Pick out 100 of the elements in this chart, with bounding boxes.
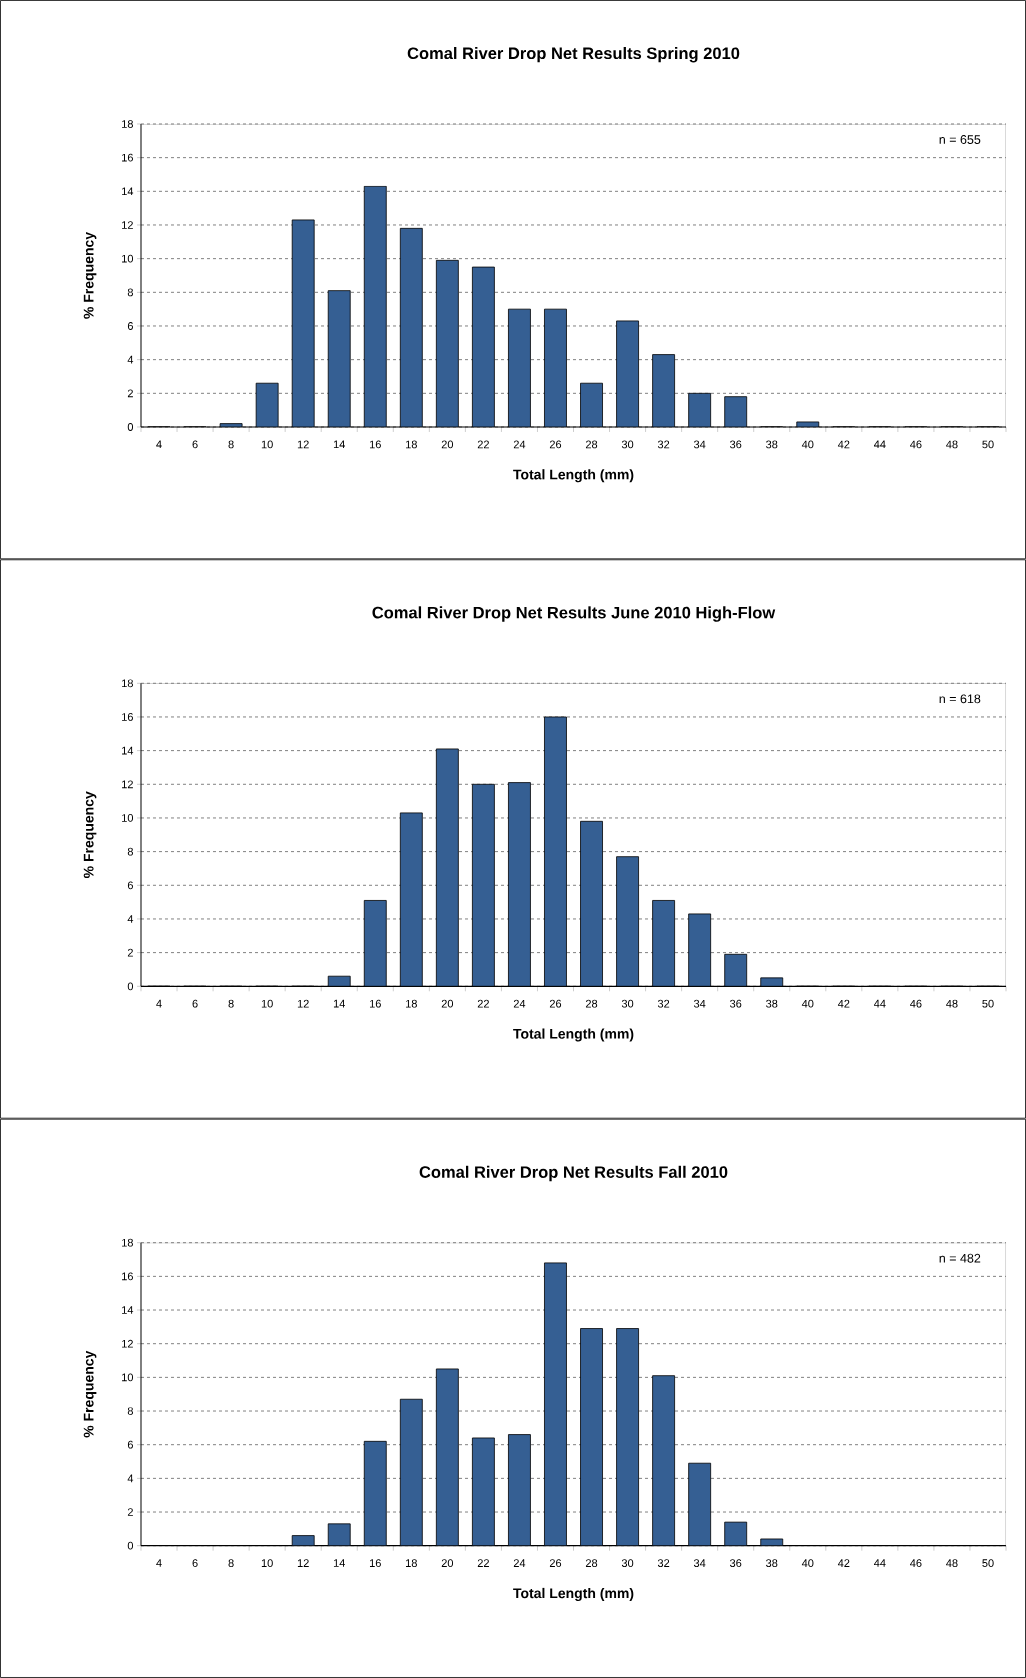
bar [472,1437,495,1546]
x-tick-label: 44 [873,440,886,449]
annotation: n = 655 [939,135,981,144]
x-tick-label: 44 [873,999,886,1008]
x-tick-label: 18 [406,440,417,449]
x-tick-label: 22 [477,440,489,449]
x-tick-label: 20 [441,1559,454,1568]
bar [580,821,603,987]
x-tick-label: 18 [406,1559,417,1568]
y-tick-label: 18 [122,1238,133,1247]
x-tick-label: 42 [837,999,850,1008]
bar [472,784,495,987]
x-tick-label: 50 [982,999,994,1008]
x-tick-label: 6 [192,1559,198,1568]
x-tick-label: 16 [369,440,381,449]
x-tick-label: 16 [369,1559,381,1568]
x-tick-label: 50 [982,1559,994,1568]
x-tick-label: 6 [192,999,198,1008]
y-tick-label: 8 [127,288,133,297]
bar [508,1434,531,1546]
bar [400,1399,423,1546]
y-tick-label: 6 [127,881,133,890]
x-tick-label: 4 [156,1559,162,1567]
x-tick-label: 36 [730,1559,742,1568]
x-tick-label: 42 [837,440,850,449]
x-tick-label: 10 [261,440,273,449]
x-tick-label: 48 [946,999,958,1008]
x-tick-label: 36 [730,440,742,449]
x-tick-label: 30 [621,440,634,449]
y-tick-label: 12 [122,1339,133,1348]
chart-title: Comal River Drop Net Results Spring 2010 [407,47,740,63]
y-tick-label: 14 [122,187,134,196]
y-tick-label: 16 [122,713,133,721]
bar [544,1262,567,1546]
y-axis-title: % Frequency [83,232,97,319]
bar [616,856,639,987]
x-tick-label: 24 [513,440,526,449]
chart-title: Comal River Drop Net Results June 2010 High-Flow [372,606,776,622]
x-axis-title: Total Length (mm) [513,1587,634,1601]
x-tick-label: 32 [657,999,670,1008]
x-tick-label: 50 [982,440,994,449]
x-tick-label: 16 [369,999,381,1008]
x-tick-label: 20 [441,999,454,1008]
bar [652,1375,675,1546]
y-axis-title: % Frequency [83,1350,97,1438]
x-tick-label: 46 [910,440,922,449]
x-axis-title: Total Length (mm) [513,469,634,483]
x-tick-label: 28 [585,999,598,1008]
y-tick-label: 4 [127,1474,134,1483]
x-tick-label: 30 [621,999,634,1008]
y-tick-label: 14 [122,1306,134,1314]
y-tick-label: 18 [122,679,133,688]
x-tick-label: 34 [693,1559,706,1568]
x-axis-title: Total Length (mm) [513,1028,634,1042]
x-tick-label: 26 [549,1559,562,1568]
y-tick-label: 10 [122,254,134,263]
x-tick-label: 10 [261,1559,273,1568]
y-tick-label: 2 [127,389,133,398]
x-tick-label: 34 [693,440,706,449]
y-tick-label: 10 [122,814,134,822]
y-tick-label: 12 [122,221,133,229]
x-tick-label: 6 [192,440,198,449]
y-tick-label: 2 [127,1508,133,1516]
y-axis-title: % Frequency [83,791,97,879]
bar [328,1523,351,1546]
x-tick-label: 14 [333,999,346,1008]
y-tick-label: 6 [127,1440,133,1449]
x-tick-label: 42 [837,1559,850,1567]
bar [688,1463,711,1546]
bar [544,716,567,987]
y-tick-label: 8 [127,847,133,856]
y-tick-label: 4 [127,355,134,364]
x-tick-label: 20 [441,440,454,449]
y-tick-label: 8 [127,1407,133,1415]
bar [616,1328,639,1546]
x-tick-label: 48 [946,1559,958,1568]
x-tick-label: 34 [693,999,706,1008]
x-tick-label: 22 [477,1559,489,1567]
y-tick-label: 0 [127,423,134,431]
x-tick-label: 8 [228,440,234,449]
bar [436,748,459,987]
x-tick-label: 38 [766,1559,778,1568]
bar [364,900,387,987]
x-tick-label: 32 [657,1559,670,1568]
x-tick-label: 14 [333,1559,346,1567]
x-tick-label: 30 [621,1559,634,1568]
y-tick-label: 10 [122,1373,134,1382]
x-tick-label: 18 [406,999,417,1008]
x-tick-label: 22 [477,999,489,1008]
x-tick-label: 8 [228,1559,234,1568]
x-tick-label: 32 [657,440,670,449]
y-tick-label: 18 [122,120,133,128]
x-tick-label: 12 [297,999,309,1008]
x-tick-label: 40 [801,1559,814,1568]
x-tick-label: 46 [910,999,922,1008]
bar [688,913,711,987]
bar [652,900,675,987]
x-tick-label: 46 [910,1559,922,1568]
x-tick-label: 26 [549,999,562,1008]
y-tick-label: 12 [122,780,133,789]
